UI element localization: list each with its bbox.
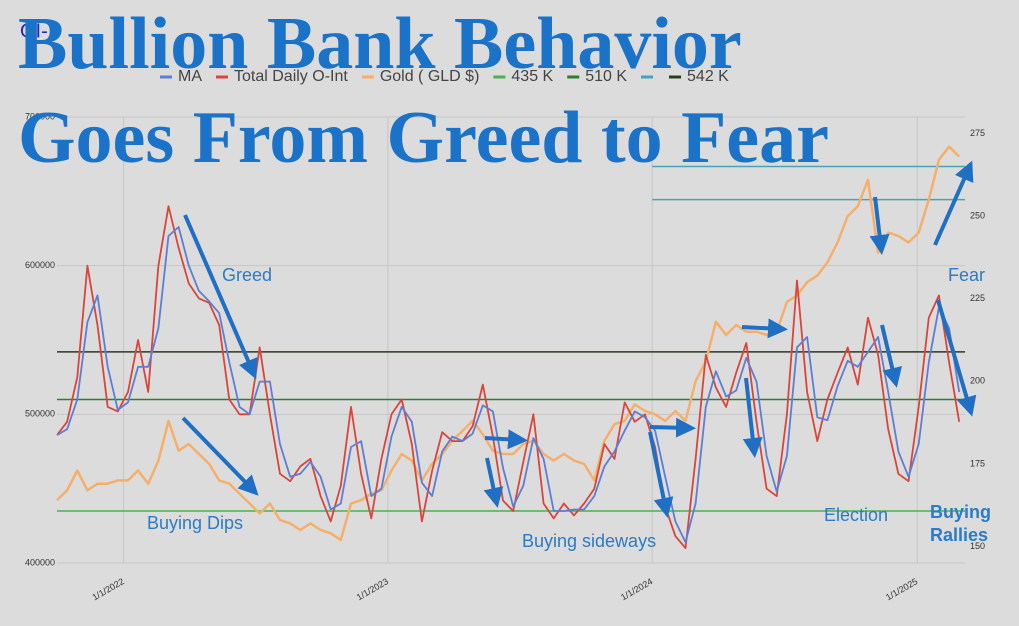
y-tick-label: 700000 [25, 111, 55, 121]
arrow [649, 417, 696, 438]
series-line [56, 205, 961, 549]
headline: Goes From Greed to Fear [18, 97, 829, 179]
annotation: Buying [930, 502, 991, 522]
arrow [869, 196, 890, 255]
series-lines [56, 145, 961, 549]
annotation: Greed [222, 265, 272, 285]
y2-tick-label: 150 [970, 541, 985, 551]
legend-label: Total Daily O-Int [234, 68, 348, 85]
legend-label: Gold ( GLD $) [380, 68, 480, 85]
y-tick-label: 500000 [25, 409, 55, 419]
arrow [742, 377, 763, 458]
arrow [880, 324, 902, 388]
y-tick-label: 400000 [25, 557, 55, 567]
annotation: Buying Dips [147, 513, 243, 533]
y2-tick-label: 225 [970, 293, 985, 303]
annotation: Fear [948, 265, 985, 285]
arrow [933, 160, 974, 246]
y2-tick-label: 200 [970, 376, 985, 386]
arrow [183, 214, 258, 380]
arrow [936, 299, 977, 417]
arrow [741, 318, 788, 339]
reference-lines [57, 165, 965, 512]
arrow [484, 429, 528, 450]
series-line [56, 226, 961, 544]
legend-label: 435 K [511, 68, 553, 85]
headline: Bullion Bank Behavior [18, 3, 742, 85]
arrows [181, 160, 977, 518]
annotation: Rallies [930, 525, 988, 545]
y-tick-label: 600000 [25, 260, 55, 270]
chart-subtitle: OI-T [20, 20, 60, 42]
annotation: Buying sideways [522, 531, 656, 551]
legend-label: 510 K [585, 68, 627, 85]
y2-tick-label: 275 [970, 128, 985, 138]
legend-label: 542 K [687, 68, 729, 85]
annotation: Election [824, 505, 888, 525]
series-line [56, 145, 961, 542]
legend: MA Total Daily O-Int Gold ( GLD $) 435 K 510… [160, 68, 729, 85]
legend-label: MA [178, 68, 202, 85]
y2-tick-label: 175 [970, 458, 985, 468]
arrow [483, 457, 504, 508]
arrow [648, 431, 674, 518]
arrow [181, 416, 259, 496]
annotations: Greed Fear Buying Dips Buying sideways Elect… [147, 265, 991, 551]
y2-tick-label: 250 [970, 210, 985, 220]
